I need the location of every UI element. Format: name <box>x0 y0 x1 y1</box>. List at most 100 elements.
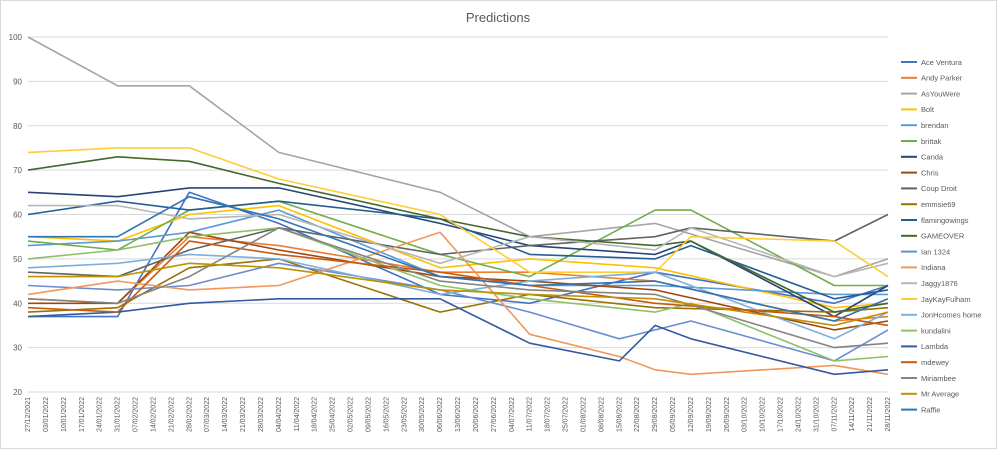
x-tick-label: 20/06/2022 <box>473 397 480 432</box>
legend-label-jaggy1876: Jaggy1876 <box>921 279 958 288</box>
legend: Ace Ventura Andy Parker AsYouWere Bolt brend… <box>901 58 981 414</box>
x-tick-label: 31/10/2022 <box>813 397 820 432</box>
x-tick-label: 09/05/2022 <box>365 397 372 432</box>
legend-label-jonhcomes-home: JonHcomes home <box>921 311 981 320</box>
series-line-mr-average <box>28 262 889 327</box>
legend-label-mr-average: Mr Average <box>921 390 959 399</box>
legend-label-gameover: GAMEOVER <box>921 232 965 241</box>
series-line-bolt <box>27 204 889 309</box>
legend-label-coup-droit: Coup Droit <box>921 184 958 193</box>
y-tick-label: 20 <box>13 388 22 397</box>
x-tick-label: 10/01/2022 <box>61 397 68 432</box>
x-tick-label: 27/12/2021 <box>25 397 32 432</box>
y-tick-label: 60 <box>13 211 22 220</box>
x-tick-label: 29/08/2022 <box>652 397 659 432</box>
series-line-flamingowings <box>27 200 889 300</box>
x-tick-label: 05/09/2022 <box>670 397 677 432</box>
y-tick-label: 70 <box>13 166 22 175</box>
x-tick-label: 28/11/2022 <box>885 397 892 432</box>
x-tick-label: 16/05/2022 <box>383 397 390 432</box>
x-tick-label: 01/08/2022 <box>580 397 587 432</box>
x-tick-label: 08/08/2022 <box>598 397 605 432</box>
x-tick-label: 15/08/2022 <box>616 397 623 432</box>
chart-title: Predictions <box>466 10 531 25</box>
legend-label-emmsie69: emmsie69 <box>921 200 956 209</box>
x-tick-label: 04/04/2022 <box>276 397 283 432</box>
x-tick-label: 31/01/2022 <box>115 397 122 432</box>
legend-label-lambda: Lambda <box>921 342 949 351</box>
legend-label-ian-1324: Ian 1324 <box>921 247 950 256</box>
y-tick-label: 80 <box>13 122 22 131</box>
x-tick-label: 10/10/2022 <box>760 397 767 432</box>
legend-label-canda: Canda <box>921 153 944 162</box>
x-tick-label: 07/03/2022 <box>204 397 211 432</box>
x-tick-label: 21/03/2022 <box>240 397 247 432</box>
x-tick-label: 03/01/2022 <box>43 397 50 432</box>
legend-label-brittak: brittak <box>921 137 942 146</box>
x-tick-label: 26/09/2022 <box>724 397 731 432</box>
x-tick-label: 27/06/2022 <box>491 397 498 432</box>
x-tick-label: 18/07/2022 <box>545 397 552 432</box>
x-tick-label: 14/02/2022 <box>150 397 157 432</box>
y-tick-label: 50 <box>13 255 22 264</box>
series-lines <box>27 36 889 376</box>
legend-label-kundalini: kundalini <box>921 326 951 335</box>
legend-label-chris: Chris <box>921 168 939 177</box>
legend-label-asyouwere: AsYouWere <box>921 89 960 98</box>
series-line-gameover <box>27 156 889 313</box>
legend-label-andy-parker: Andy Parker <box>921 74 963 83</box>
x-tick-label: 22/08/2022 <box>634 397 641 432</box>
x-tick-label: 24/10/2022 <box>795 397 802 432</box>
legend-label-jaykayfulham: JayKayFulham <box>921 295 971 304</box>
series-line-raffie <box>28 195 889 322</box>
x-tick-label: 14/03/2022 <box>222 397 229 432</box>
x-tick-label: 14/11/2022 <box>849 397 856 432</box>
x-tick-label: 19/09/2022 <box>706 397 713 432</box>
x-tick-label: 13/06/2022 <box>455 397 462 432</box>
x-tick-label: 21/11/2022 <box>867 397 874 432</box>
x-tick-label: 02/05/2022 <box>348 397 355 432</box>
x-tick-label: 28/02/2022 <box>186 397 193 432</box>
x-tick-label: 06/06/2022 <box>437 397 444 432</box>
series-line-lambda <box>27 297 889 376</box>
x-tick-label: 25/07/2022 <box>563 397 570 432</box>
x-tick-label: 04/07/2022 <box>509 397 516 432</box>
x-tick-label: 18/04/2022 <box>312 397 319 432</box>
x-tick-label: 28/03/2022 <box>258 397 265 432</box>
series-line-miriambee <box>27 227 889 349</box>
x-tick-label: 17/10/2022 <box>778 397 785 432</box>
series-line-mdewey <box>27 240 889 327</box>
y-axis-ticks: 20 30 40 50 60 70 80 90 100 <box>9 33 23 397</box>
series-line-brittak <box>27 200 888 287</box>
legend-label-ace-ventura: Ace Ventura <box>921 58 963 67</box>
x-tick-label: 30/05/2022 <box>419 397 426 432</box>
legend-label-bolt: Bolt <box>921 105 935 114</box>
x-axis-ticks: 27/12/2021 03/01/2022 10/01/2022 17/01/2022… <box>25 397 892 432</box>
legend-label-raffie: Raffie <box>921 405 940 414</box>
x-tick-label: 11/07/2022 <box>527 397 534 432</box>
legend-label-indiana: Indiana <box>921 263 946 272</box>
x-tick-label: 17/01/2022 <box>79 397 86 432</box>
x-tick-label: 24/01/2022 <box>97 397 104 432</box>
legend-label-miriambee: Miriambee <box>921 374 956 383</box>
series-line-jaggy1876 <box>28 204 889 278</box>
y-tick-label: 90 <box>13 77 22 86</box>
x-tick-label: 03/10/2022 <box>742 397 749 432</box>
x-tick-label: 11/04/2022 <box>294 397 301 432</box>
series-line-indiana <box>27 231 889 376</box>
x-tick-label: 07/11/2022 <box>831 397 838 432</box>
x-tick-label: 12/09/2022 <box>688 397 695 432</box>
series-line-canda <box>27 187 889 318</box>
legend-label-flamingowings: flamingowings <box>921 216 969 225</box>
x-tick-label: 21/02/2022 <box>168 397 175 432</box>
x-tick-label: 23/05/2022 <box>401 397 408 432</box>
x-tick-label: 25/04/2022 <box>330 397 337 432</box>
y-tick-label: 30 <box>13 344 22 353</box>
series-line-jaykayfulham <box>27 147 889 278</box>
legend-label-brendan: brendan <box>921 121 949 130</box>
series-line-ian-1324 <box>27 262 889 362</box>
series-line-asyouwere <box>27 36 889 278</box>
